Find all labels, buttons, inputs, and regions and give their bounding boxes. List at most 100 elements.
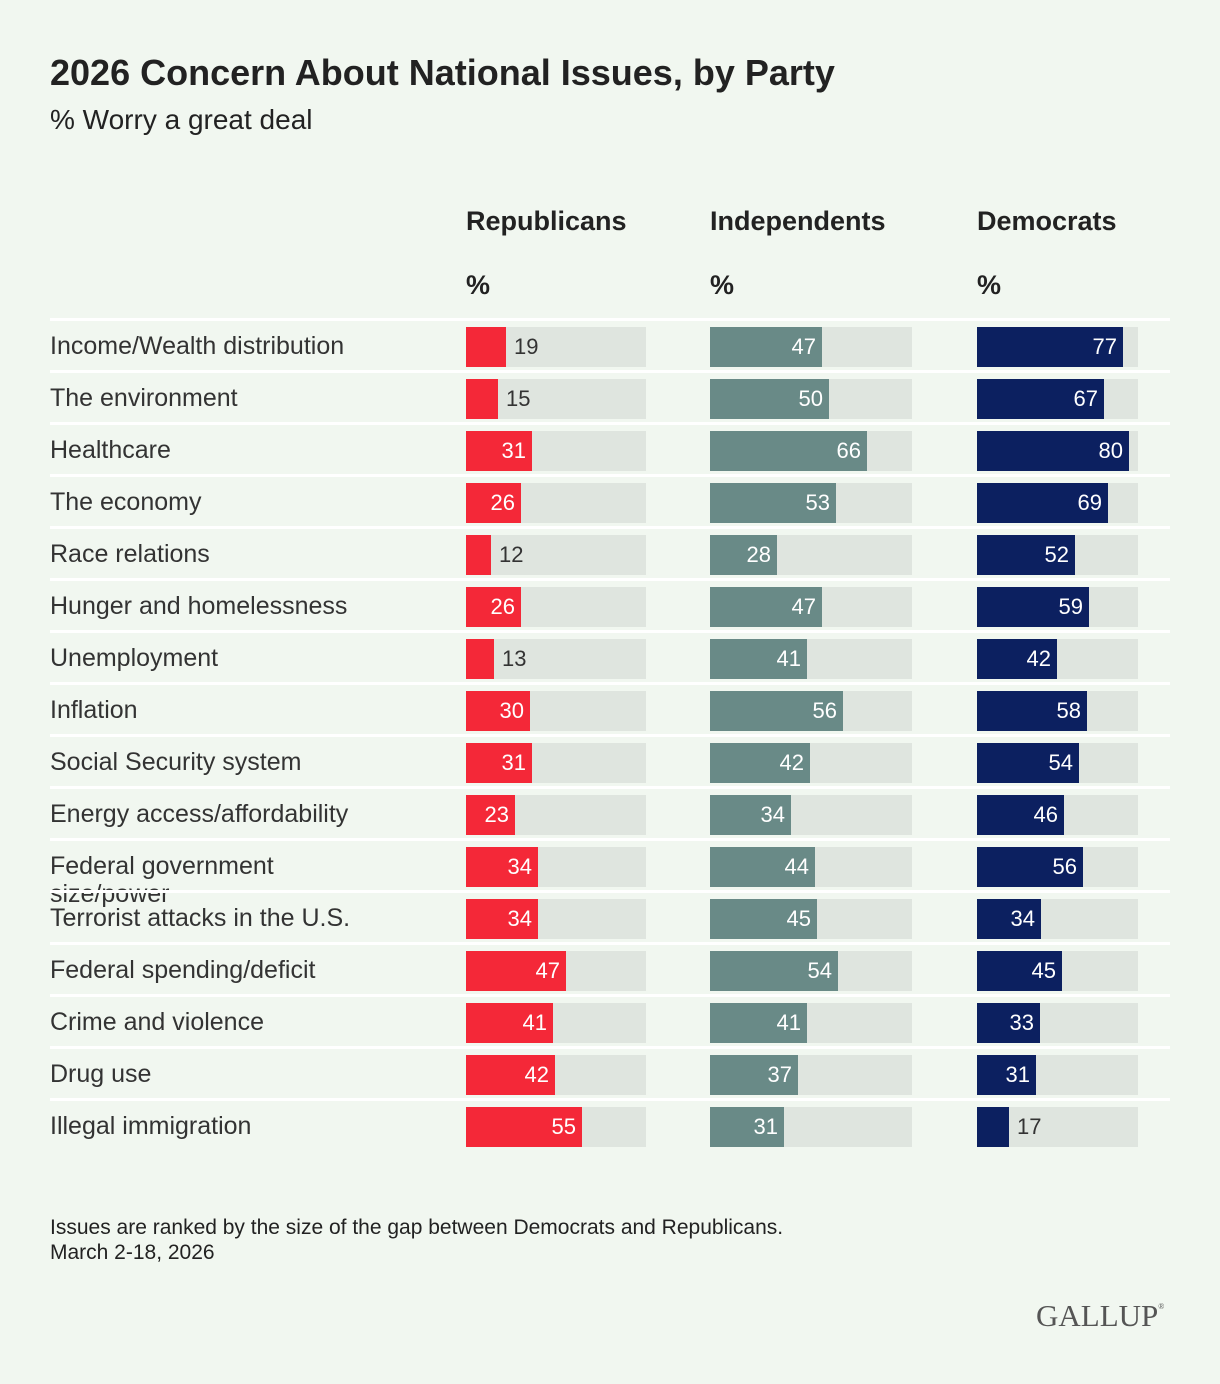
bar-track-republicans: 19 — [466, 326, 646, 367]
table-row: Federal government size/power 34 44 56 — [50, 838, 1170, 908]
bar-track-democrats: 54 — [977, 742, 1138, 783]
bar-track-independents: 47 — [710, 326, 912, 367]
bar-independents — [710, 586, 822, 627]
table-row: Terrorist attacks in the U.S. 34 45 34 — [50, 890, 1170, 942]
column-unit-republicans: % — [466, 270, 491, 300]
bar-republicans — [466, 1002, 553, 1043]
bar-independents — [710, 690, 843, 731]
bar-independents — [710, 794, 791, 835]
category-label: Federal government size/power — [50, 851, 274, 908]
category-label: Inflation — [50, 695, 138, 724]
data-label: 19 — [514, 333, 539, 359]
data-label: 41 — [522, 1009, 547, 1035]
data-label: 46 — [1033, 801, 1058, 827]
bar-track-republicans: 41 — [466, 1002, 646, 1043]
data-label: 13 — [502, 645, 527, 671]
bar-track-democrats: 46 — [977, 794, 1138, 835]
data-label: 41 — [776, 1009, 801, 1035]
table-row: Illegal immigration 55 31 17 — [50, 1098, 1170, 1150]
bar-track-republicans: 12 — [466, 534, 646, 575]
bar-track-republicans: 42 — [466, 1054, 646, 1095]
table-row: Healthcare 31 66 80 — [50, 422, 1170, 474]
category-label: Crime and violence — [50, 1007, 264, 1036]
bar-republicans — [466, 534, 491, 575]
table-row: The environment 15 50 67 — [50, 370, 1170, 422]
data-label: 80 — [1098, 437, 1123, 463]
data-label: 77 — [1092, 333, 1117, 359]
data-label: 56 — [812, 697, 837, 723]
bar-republicans — [466, 482, 521, 523]
bar-democrats — [977, 794, 1064, 835]
bar-track-independents: 28 — [710, 534, 912, 575]
data-label: 17 — [1017, 1113, 1042, 1139]
category-label: Terrorist attacks in the U.S. — [50, 903, 351, 932]
bar-republicans — [466, 326, 506, 367]
bar-track-democrats: 69 — [977, 482, 1138, 523]
data-label: 34 — [760, 801, 785, 827]
bar-track-democrats: 67 — [977, 378, 1138, 419]
bar-track-republicans: 55 — [466, 1106, 646, 1147]
data-label: 37 — [767, 1061, 792, 1087]
bar-democrats — [977, 690, 1087, 731]
data-label: 30 — [499, 697, 524, 723]
data-label: 69 — [1077, 489, 1102, 515]
category-label: Federal spending/deficit — [50, 955, 316, 984]
data-label: 41 — [776, 645, 801, 671]
bar-democrats — [977, 534, 1075, 575]
bar-republicans — [466, 638, 494, 679]
table-row: Federal spending/deficit 47 54 45 — [50, 942, 1170, 994]
bar-track-democrats: 31 — [977, 1054, 1138, 1095]
bar-democrats — [977, 482, 1108, 523]
category-label: Unemployment — [50, 643, 219, 672]
data-label: 59 — [1058, 593, 1083, 619]
data-label: 67 — [1073, 385, 1098, 411]
bar-track-independents: 41 — [710, 638, 912, 679]
category-label: Income/Wealth distribution — [50, 331, 345, 360]
data-label: 45 — [1031, 957, 1056, 983]
bar-democrats — [977, 1054, 1036, 1095]
bar-republicans — [466, 378, 498, 419]
bar-independents — [710, 1002, 807, 1043]
bar-republicans — [466, 430, 532, 471]
column-header-republicans: Republicans — [466, 206, 627, 236]
bar-democrats — [977, 638, 1057, 679]
data-label: 47 — [791, 593, 816, 619]
bar-independents — [710, 326, 822, 367]
data-label: 34 — [1010, 905, 1035, 931]
data-label: 53 — [805, 489, 830, 515]
data-label: 31 — [753, 1113, 778, 1139]
data-label: 23 — [484, 801, 509, 827]
bar-track-independents: 66 — [710, 430, 912, 471]
data-label: 56 — [1052, 853, 1077, 879]
bar-democrats — [977, 846, 1083, 887]
bar-republicans — [466, 794, 515, 835]
data-label: 54 — [807, 957, 832, 983]
bar-track-independents: 56 — [710, 690, 912, 731]
bar-track-independents: 37 — [710, 1054, 912, 1095]
data-label: 31 — [501, 749, 526, 775]
bar-republicans — [466, 742, 532, 783]
data-label: 31 — [501, 437, 526, 463]
bar-republicans — [466, 1054, 555, 1095]
footnote: Issues are ranked by the size of the gap… — [50, 1216, 784, 1239]
data-label: 34 — [507, 853, 532, 879]
bar-democrats — [977, 378, 1104, 419]
bar-democrats — [977, 1002, 1040, 1043]
bar-independents — [710, 638, 807, 679]
data-label: 47 — [535, 957, 560, 983]
bar-democrats — [977, 1106, 1009, 1147]
bar-track-independents: 41 — [710, 1002, 912, 1043]
data-label: 54 — [1048, 749, 1073, 775]
column-unit-independents: % — [710, 270, 735, 300]
bar-republicans — [466, 690, 530, 731]
data-label: 44 — [784, 853, 809, 879]
table-row: Hunger and homelessness 26 47 59 — [50, 578, 1170, 630]
chart-rows: Income/Wealth distribution 19 47 77 The envi… — [50, 318, 1170, 1150]
category-label: The environment — [50, 383, 238, 412]
bar-republicans — [466, 898, 538, 939]
data-label: 12 — [499, 541, 524, 567]
bar-independents — [710, 742, 810, 783]
bar-independents — [710, 534, 777, 575]
bar-independents — [710, 430, 867, 471]
chart-subtitle: % Worry a great deal — [50, 104, 313, 135]
